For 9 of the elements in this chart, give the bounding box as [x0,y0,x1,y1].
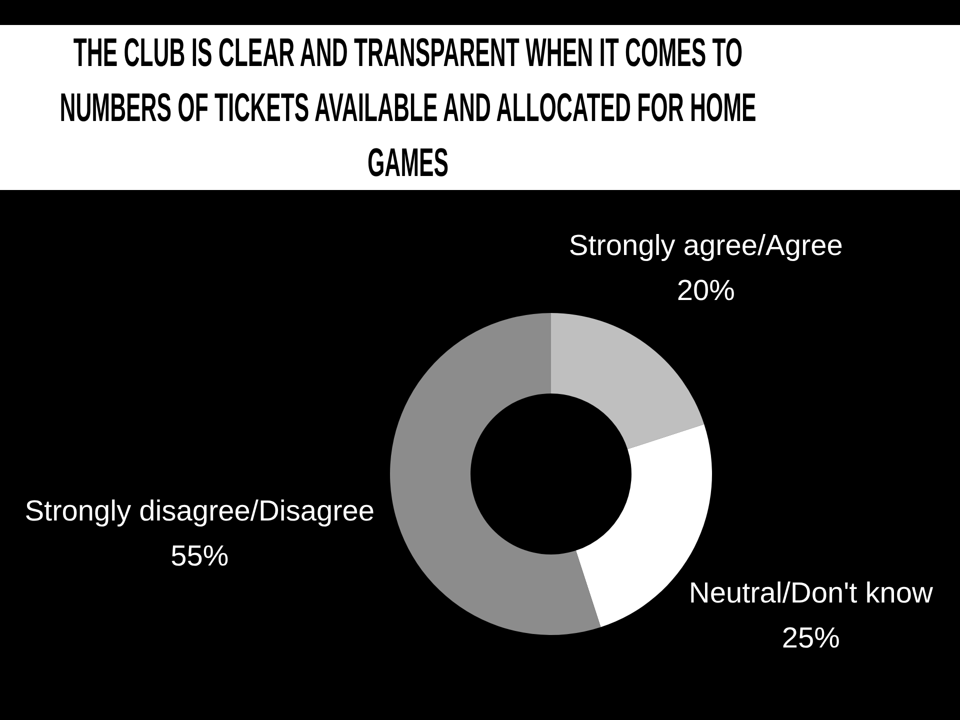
slice-label: Strongly agree/Agree [568,230,843,262]
data-label: 55% [170,540,229,573]
donut-slice [390,313,601,635]
slice-label: Neutral/Don't know [688,577,934,610]
data-label: 20% [676,275,735,308]
data-label: 25% [782,622,840,654]
donut-slice [551,313,704,450]
chart-title: THE CLUB IS CLEAR AND TRANSPARENT WHEN IT COMES TO NUMBERS OF TICKETS AVAILABLE AND ALLOCATED FOR HOME GAMES [60,30,756,185]
slice-label: Strongly disagree/Disagree [24,496,375,528]
